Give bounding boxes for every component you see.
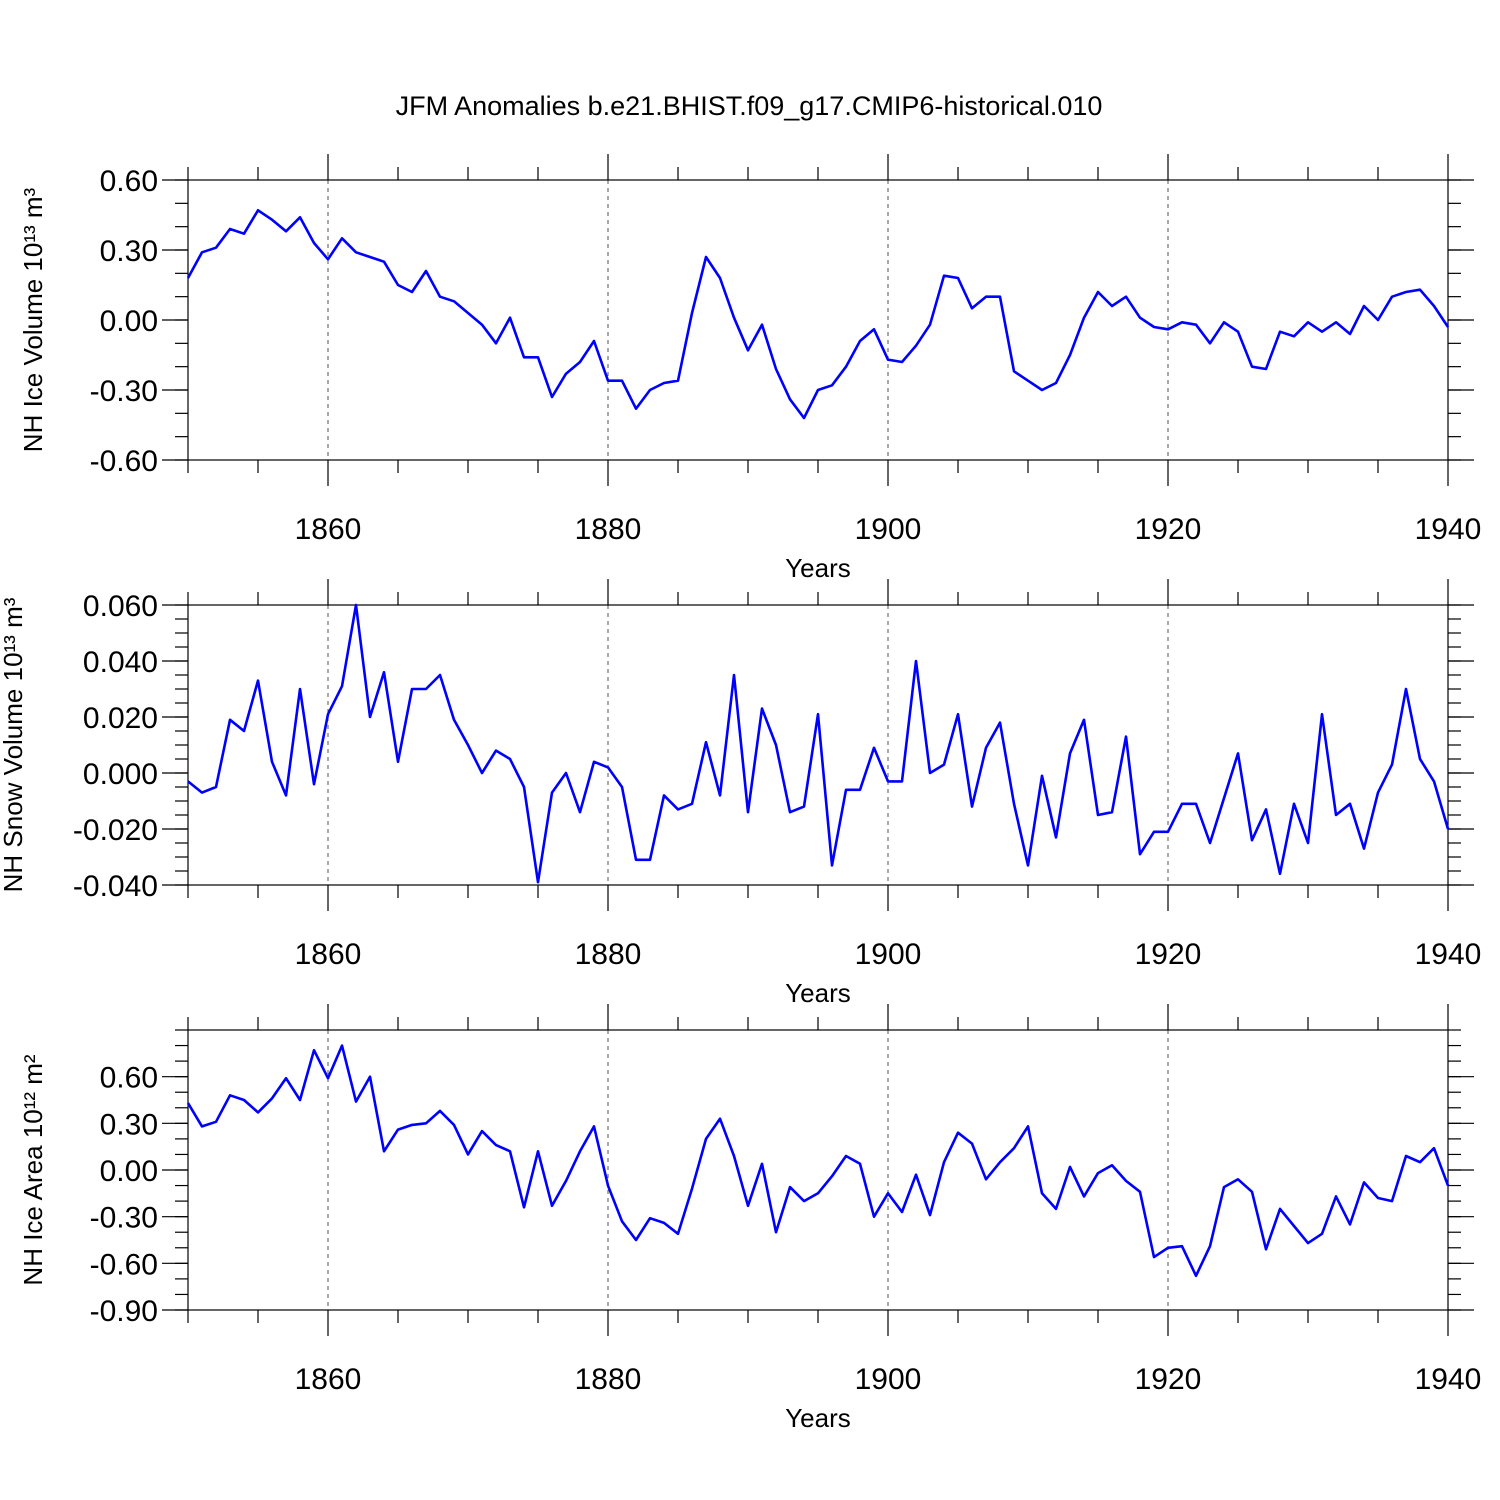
x-tick-label: 1900 xyxy=(855,513,922,546)
y-tick-labels: -0.040 -0.020 0.000 0.020 0.040 0.060 xyxy=(73,590,158,903)
y-tick-labels: -0.60 -0.30 0.00 0.30 0.60 xyxy=(90,165,158,478)
y-tick-labels: -0.90 -0.60 -0.30 0.00 0.30 0.60 xyxy=(90,1062,158,1328)
figure-title: JFM Anomalies b.e21.BHIST.f09_g17.CMIP6-… xyxy=(396,91,1103,121)
x-tick-labels: 1860 1880 1900 1920 1940 xyxy=(295,938,1482,971)
y-tick-label: 0.00 xyxy=(100,305,158,338)
tick-marks xyxy=(162,154,1474,486)
series-line-snow-volume xyxy=(187,603,1450,884)
x-axis-title: Years xyxy=(785,1403,851,1433)
y-tick-label: -0.60 xyxy=(90,1248,158,1281)
plot-frame xyxy=(187,604,1449,886)
x-tick-label: 1880 xyxy=(575,513,642,546)
plot-frame xyxy=(187,1029,1449,1311)
x-tick-label: 1880 xyxy=(575,938,642,971)
panel-snow-volume: -0.040 -0.020 0.000 0.020 0.040 0.060 1860 188… xyxy=(0,579,1481,1008)
y-tick-label: 0.000 xyxy=(83,758,158,791)
y-tick-label: 0.040 xyxy=(83,646,158,679)
gridlines xyxy=(327,605,1169,885)
y-tick-label: -0.30 xyxy=(90,1202,158,1235)
x-tick-label: 1900 xyxy=(855,1363,922,1396)
gridlines xyxy=(327,180,1169,460)
y-tick-label: -0.90 xyxy=(90,1295,158,1328)
y-axis-title: NH Snow Volume 10¹³ m³ xyxy=(0,597,28,892)
y-axis-title: NH Ice Volume 10¹³ m³ xyxy=(18,187,48,452)
x-tick-labels: 1860 1880 1900 1920 1940 xyxy=(295,1363,1482,1396)
y-tick-label: 0.60 xyxy=(100,1062,158,1095)
y-tick-label: -0.020 xyxy=(73,814,158,847)
x-tick-labels: 1860 1880 1900 1920 1940 xyxy=(295,513,1482,546)
x-tick-label: 1920 xyxy=(1135,938,1202,971)
x-tick-label: 1880 xyxy=(575,1363,642,1396)
x-tick-label: 1920 xyxy=(1135,1363,1202,1396)
y-tick-label: -0.60 xyxy=(90,445,158,478)
y-axis-title: NH Ice Area 10¹² m² xyxy=(18,1054,48,1286)
y-tick-label: 0.30 xyxy=(100,235,158,268)
y-tick-label: -0.30 xyxy=(90,375,158,408)
x-axis-title: Years xyxy=(785,553,851,583)
x-tick-label: 1860 xyxy=(295,1363,362,1396)
x-tick-label: 1860 xyxy=(295,938,362,971)
x-tick-label: 1920 xyxy=(1135,513,1202,546)
series-line-ice-volume xyxy=(186,209,1450,420)
x-tick-label: 1940 xyxy=(1415,1363,1482,1396)
plot-frame xyxy=(187,179,1449,461)
y-tick-label: 0.60 xyxy=(100,165,158,198)
y-tick-label: -0.040 xyxy=(73,870,158,903)
x-tick-label: 1900 xyxy=(855,938,922,971)
panel-ice-volume: -0.60-0.300.000.300.60 1860 1880 1900 1920 1… xyxy=(18,154,1481,583)
tick-marks xyxy=(162,579,1474,911)
y-tick-label: 0.30 xyxy=(100,1108,158,1141)
tick-marks xyxy=(162,1004,1474,1336)
panel-ice-area: -0.90 -0.60 -0.30 0.00 0.30 0.60 1860 1880 1900… xyxy=(18,1004,1481,1433)
series-line-ice-area xyxy=(186,1044,1450,1278)
x-tick-label: 1940 xyxy=(1415,938,1482,971)
x-tick-label: 1860 xyxy=(295,513,362,546)
gridlines xyxy=(327,1030,1169,1310)
y-tick-label: 0.020 xyxy=(83,702,158,735)
y-tick-label: 0.00 xyxy=(100,1155,158,1188)
y-tick-label: 0.060 xyxy=(83,590,158,623)
x-tick-label: 1940 xyxy=(1415,513,1482,546)
x-axis-title: Years xyxy=(785,978,851,1008)
